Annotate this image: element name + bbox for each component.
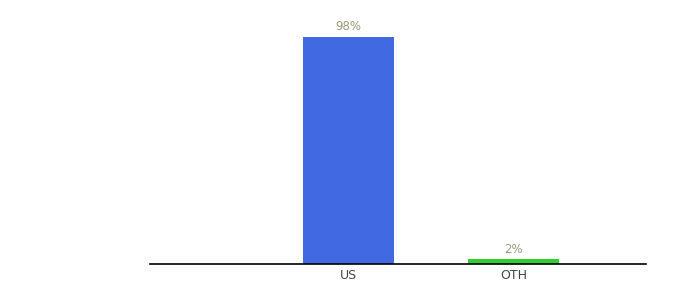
Bar: [468, 260, 559, 264]
Text: 98%: 98%: [335, 20, 361, 33]
Bar: [303, 37, 394, 264]
Text: 2%: 2%: [505, 243, 523, 256]
